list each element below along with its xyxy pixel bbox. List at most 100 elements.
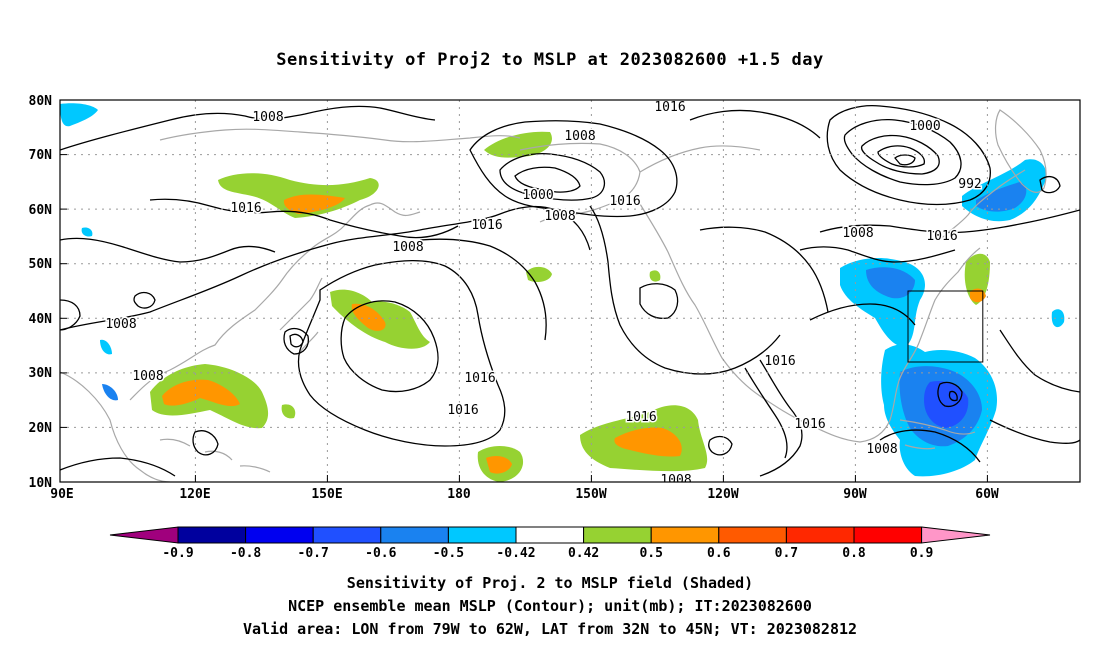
mslp-contours [60,104,1080,477]
coast-japan [279,277,323,353]
lon-label-120w: 120W [707,487,738,502]
contour-15 [759,359,803,477]
contour-label: 1008 [842,226,873,241]
contour-label: 1016 [794,417,825,432]
contour-label: 1016 [654,100,685,115]
contour-label: 1016 [609,194,640,209]
colorbar-label: 0.8 [842,546,866,561]
pos-region-newfoundland-core [970,288,986,303]
coast-greenland [994,109,1047,193]
contour-5 [297,259,506,447]
pos-region-hawaii-core [614,427,682,457]
contour-label: 1000 [909,119,940,134]
contour-24 [809,303,916,326]
valid-area-box [907,290,984,363]
lat-label-10n: 10N [29,476,53,491]
coastlines [60,109,1047,482]
contour-26 [948,390,958,402]
colorbar-labels: -0.9 -0.8 -0.7 -0.6 -0.5 -0.42 0.42 0.5 … [162,546,933,561]
contour-6 [340,300,439,393]
contour-label: 1016 [471,218,502,233]
lon-label-90w: 90W [843,487,867,502]
contour-label: 1000 [522,188,553,203]
colorbar-label: -0.5 [433,546,464,561]
neg-region-labrador-mid [976,182,1027,212]
lat-label-50n: 50N [29,257,53,272]
latitude-labels: 80N 70N 60N 50N 40N 30N 20N 10N [29,94,53,491]
contour-9 [499,152,606,201]
lon-label-150w: 150W [575,487,606,502]
contour-13 [689,109,821,139]
pos-region-asia-south-core [162,379,240,407]
colorbar-label: 0.5 [639,546,662,561]
neg-region-small-2 [1051,309,1065,328]
contour-label: 1016 [230,201,261,216]
contour-30 [283,327,310,355]
negative-sensitivity-shading [60,103,1065,477]
coast-gulf [807,247,981,443]
contour-10 [514,166,581,193]
colorbar-label: -0.7 [298,546,329,561]
colorbar: -0.9 -0.8 -0.7 -0.6 -0.5 -0.42 0.42 0.5 … [109,526,991,561]
contour-label: 1008 [105,317,136,332]
contour-34 [60,457,176,477]
colorbar-swatch [177,526,247,544]
colorbar-label: -0.42 [496,546,535,561]
lat-label-30n: 30N [29,366,53,381]
lat-label-70n: 70N [29,148,53,163]
contour-label: 1016 [625,410,656,425]
lon-label-60w: 60W [975,487,999,502]
coast-siberia [159,128,521,143]
neg-region-east-coast-mid [866,267,915,299]
contour-label: 1016 [764,354,795,369]
contour-label: 1016 [464,371,495,386]
coast-caribbean [899,419,976,450]
pos-region-small-1 [649,270,661,282]
coast-alaska [519,142,761,223]
contour-label: 1016 [447,403,478,418]
colorbar-swatch [583,526,652,544]
contour-21 [894,154,916,166]
contour-label: 1008 [660,473,691,488]
contour-17 [826,104,991,206]
contour-22 [819,209,1080,234]
colorbar-label: 0.7 [775,546,798,561]
lon-label-180: 180 [447,487,471,502]
contour-18 [843,118,962,186]
colorbar-min-arrow [109,526,179,544]
contour-label: 1008 [132,369,163,384]
lon-label-150e: 150E [311,487,342,502]
contour-23 [799,246,956,263]
contour-32 [133,291,156,309]
colorbar-swatch [312,526,382,544]
colorbar-swatch [853,526,923,544]
contour-label: 1008 [392,240,423,255]
colorbar-label: 0.9 [910,546,933,561]
caption-valid-area: Valid area: LON from 79W to 62W, LAT fro… [242,620,858,638]
contour-28 [989,419,1080,444]
contour-19 [860,134,940,175]
contour-label: 1016 [926,229,957,244]
lat-label-40n: 40N [29,312,53,327]
lat-label-60n: 60N [29,203,53,218]
contour-label: 1008 [564,129,595,144]
lon-label-90e: 90E [50,487,73,502]
contour-27 [999,329,1080,393]
colorbar-label: 0.42 [568,546,599,561]
contour-labels: 1008 1016 1008 1000 1008 1016 1008 1016 … [104,100,983,488]
pos-region-central-pacific-core [351,303,386,331]
positive-sensitivity-shading [150,131,990,482]
colorbar-label: -0.8 [230,546,261,561]
contour-36 [1039,175,1061,194]
coast-indonesia [159,438,271,473]
pos-region-subtropics-core [486,456,512,474]
neg-region-alaska-west [60,103,98,127]
coast-na-west [639,203,809,425]
contour-31 [289,333,304,348]
contour-2 [60,205,591,331]
axis-ticks [60,99,988,483]
contour-label: 1008 [866,442,897,457]
contour-33 [60,299,81,331]
contour-29 [192,430,219,456]
